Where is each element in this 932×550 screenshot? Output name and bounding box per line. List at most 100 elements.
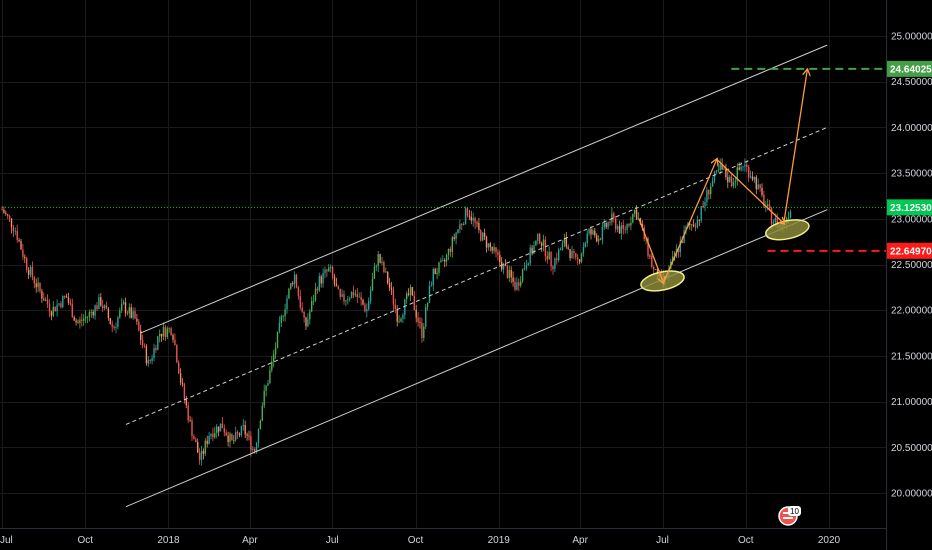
candle	[407, 288, 410, 297]
candle-body	[273, 354, 275, 362]
candle	[339, 288, 341, 300]
candle-body	[295, 274, 298, 288]
candle	[548, 246, 550, 260]
candle-body	[578, 259, 581, 262]
candle-body	[396, 308, 398, 322]
candle-body	[254, 448, 256, 453]
candle	[626, 223, 628, 234]
candle-body	[744, 164, 746, 167]
candle	[383, 260, 385, 274]
candle-body	[373, 266, 376, 279]
candle	[615, 215, 617, 233]
candle	[265, 384, 267, 397]
candle	[92, 309, 94, 319]
candle	[333, 273, 336, 287]
candle	[259, 419, 262, 430]
candle-body	[130, 307, 132, 318]
candle-body	[221, 423, 224, 429]
candle	[157, 335, 159, 351]
candle-body	[37, 282, 39, 288]
candle	[282, 314, 284, 322]
candle	[411, 286, 414, 296]
candle-body	[573, 251, 575, 254]
candle-body	[559, 249, 562, 251]
candle-body	[65, 296, 68, 298]
candle-body	[622, 225, 624, 229]
candle-body	[599, 238, 602, 240]
candle-body	[706, 189, 708, 203]
candle	[202, 448, 205, 460]
candle-body	[411, 287, 414, 296]
candle	[463, 221, 465, 226]
candle-body	[206, 440, 208, 444]
channel-line-3	[125, 209, 828, 508]
price-axis[interactable]: 25.00000 24.50000 24.00000 23.50000 23.00000…	[891, 32, 932, 500]
candle	[195, 437, 197, 443]
candle-body	[128, 307, 130, 314]
candle-body	[64, 296, 66, 297]
candle-body	[723, 168, 725, 170]
candle-body	[404, 299, 406, 315]
candle-body	[119, 310, 121, 318]
candle	[577, 254, 579, 265]
time-axis[interactable]: Jul Oct 2018 Apr Jul Oct 2019 Apr Jul Oct 2020	[0, 535, 841, 546]
candle	[493, 243, 495, 254]
candle-body	[58, 303, 60, 305]
candle	[10, 218, 13, 234]
candle-body	[140, 330, 142, 341]
candle	[286, 295, 288, 314]
candle-body	[242, 425, 244, 426]
candle-body	[276, 331, 279, 348]
candle-body	[708, 189, 710, 195]
candle-body	[212, 433, 214, 438]
candle	[121, 298, 123, 313]
candle-body	[67, 297, 70, 303]
candle	[727, 171, 729, 189]
candle-body	[485, 236, 488, 248]
candle	[174, 333, 176, 346]
candle-body	[476, 222, 478, 224]
flag-badge[interactable]: 10	[778, 506, 801, 526]
candle-body	[497, 252, 499, 255]
candle-body	[347, 299, 349, 301]
candle-body	[100, 297, 102, 306]
candle	[394, 298, 396, 313]
candle-body	[502, 263, 505, 270]
candle-body	[740, 166, 742, 170]
candle	[1, 206, 3, 211]
candle-body	[768, 204, 771, 209]
candle-body	[518, 282, 520, 286]
candle	[364, 302, 366, 313]
candle-body	[31, 266, 34, 278]
candle-body	[430, 285, 433, 286]
candle-body	[489, 243, 491, 247]
candle-body	[195, 439, 197, 443]
candle-body	[409, 287, 412, 295]
candle	[387, 271, 389, 285]
candle-body	[105, 305, 108, 309]
candle-body	[124, 302, 127, 313]
x-tick-label: 2019	[488, 535, 511, 546]
candle-body	[71, 304, 73, 318]
candle-body	[394, 304, 396, 309]
candle	[751, 171, 754, 182]
candle	[352, 285, 355, 298]
candle	[278, 316, 281, 334]
candle	[544, 236, 547, 262]
candle	[223, 424, 225, 437]
candle-body	[632, 213, 634, 223]
candle	[3, 206, 5, 214]
candle-body	[725, 168, 727, 178]
candle-body	[455, 232, 457, 239]
candle	[56, 299, 58, 317]
candle	[105, 301, 108, 310]
candle	[622, 220, 624, 235]
candle-body	[719, 164, 721, 170]
candle-body	[83, 318, 85, 321]
candle	[616, 224, 619, 233]
candle	[499, 250, 501, 267]
candle-body	[624, 228, 626, 230]
candle-body	[153, 348, 155, 358]
